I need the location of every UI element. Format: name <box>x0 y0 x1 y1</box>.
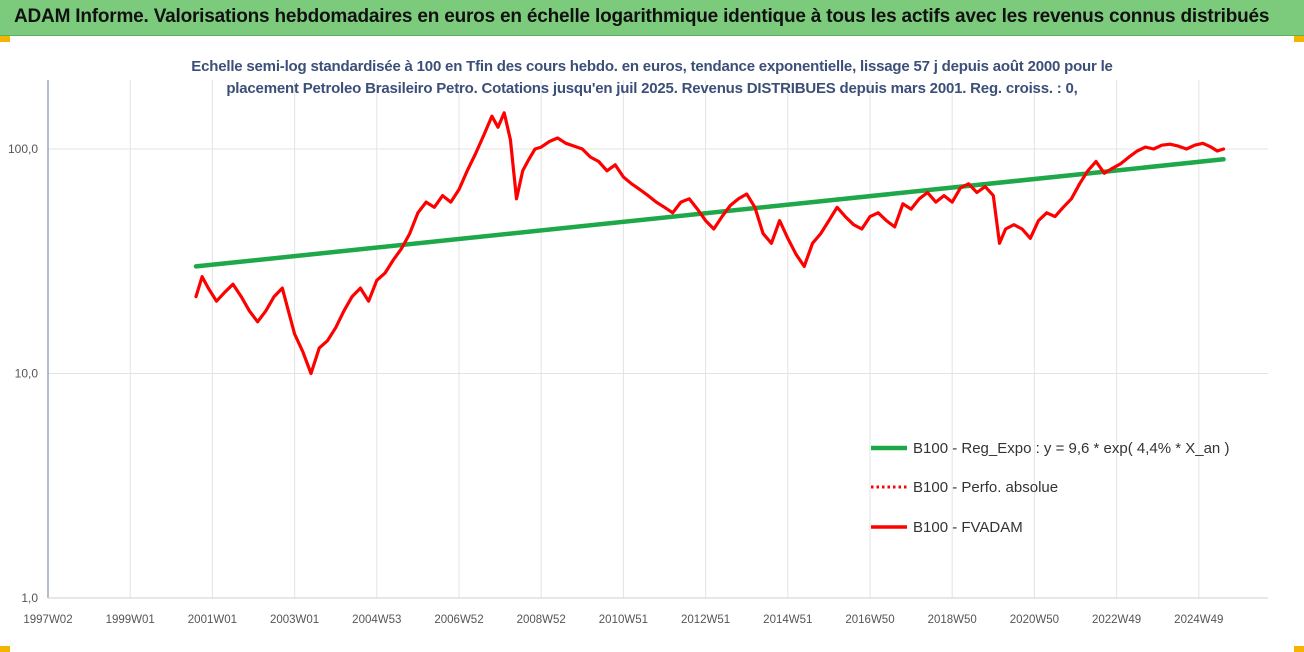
y-tick-label: 1,0 <box>21 591 38 605</box>
legend-trend-label: B100 - Reg_Expo : y = 9,6 * exp( 4,4% * … <box>913 440 1229 457</box>
x-tick-label: 2022W49 <box>1092 614 1141 626</box>
corner-marker <box>0 646 10 652</box>
x-tick-label: 2012W51 <box>681 614 730 626</box>
x-tick-label: 2020W50 <box>1010 614 1059 626</box>
x-tick-label: 2024W49 <box>1174 614 1223 626</box>
title-banner: ADAM Informe. Valorisations hebdomadaire… <box>0 0 1304 36</box>
trend-line <box>193 157 1226 269</box>
x-tick-label: 2014W51 <box>763 614 812 626</box>
x-tick-label: 2006W52 <box>434 614 483 626</box>
x-tick-label: 2001W01 <box>188 614 237 626</box>
chart-subtitle-line2: placement Petroleo Brasileiro Petro. Cot… <box>226 80 1078 97</box>
corner-marker <box>1294 646 1304 652</box>
page-title: ADAM Informe. Valorisations hebdomadaire… <box>14 6 1270 27</box>
x-tick-label: 1999W01 <box>106 614 155 626</box>
fvadam-series-line <box>194 111 1226 376</box>
corner-marker <box>1294 36 1304 42</box>
x-tick-label: 2018W50 <box>928 614 977 626</box>
x-tick-label: 2004W53 <box>352 614 401 626</box>
x-tick-label: 2010W51 <box>599 614 648 626</box>
chart-subtitle-line1: Echelle semi-log standardisée à 100 en T… <box>191 58 1113 75</box>
x-tick-label: 2008W52 <box>517 614 566 626</box>
corner-marker <box>0 36 10 42</box>
y-tick-label: 100,0 <box>8 142 38 156</box>
legend-perfo-absolue-label: B100 - Perfo. absolue <box>913 479 1058 496</box>
legend-fvadam-label: B100 - FVADAM <box>913 519 1023 536</box>
x-tick-label: 2016W50 <box>845 614 894 626</box>
x-tick-label: 2003W01 <box>270 614 319 626</box>
x-tick-label: 1997W02 <box>23 614 72 626</box>
y-tick-label: 10,0 <box>15 367 39 381</box>
